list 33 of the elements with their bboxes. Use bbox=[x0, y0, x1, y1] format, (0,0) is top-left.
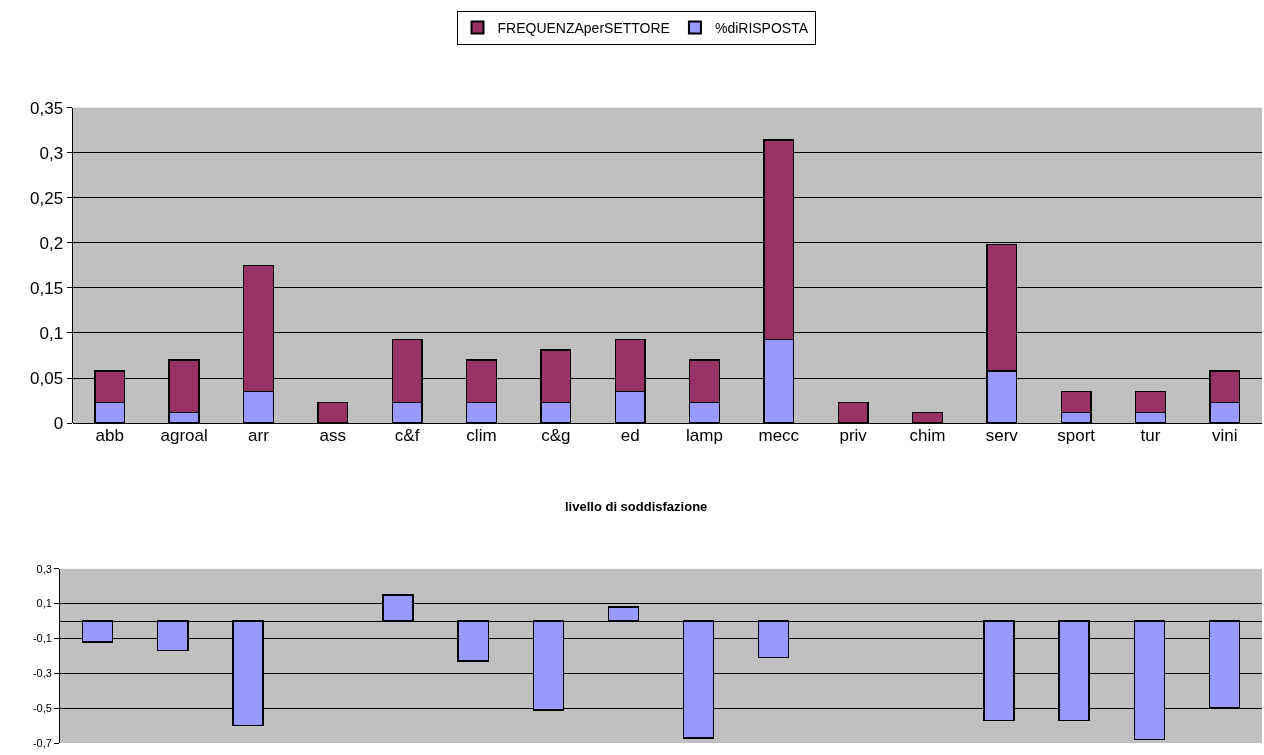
y-tick-label: 0,35 bbox=[30, 98, 64, 118]
x-tick-label: abb bbox=[95, 426, 124, 446]
x-tick-label: c&g bbox=[541, 426, 571, 446]
y-tick-label: 0 bbox=[53, 414, 64, 434]
x-tick-label: c&f bbox=[394, 426, 420, 446]
x-tick-label: ed bbox=[620, 426, 640, 446]
x-tick-label: tur bbox=[1140, 426, 1161, 446]
x-tick-label: chim bbox=[909, 426, 946, 446]
x-tick-label: sport bbox=[1057, 426, 1096, 446]
y-tick-label: 0,1 bbox=[36, 597, 52, 610]
y-tick-label: 0,3 bbox=[36, 562, 52, 575]
x-tick-label: ass bbox=[319, 426, 347, 446]
y-tick-label: 0,15 bbox=[30, 278, 64, 298]
x-tick-label: agroal bbox=[160, 426, 208, 446]
y-tick-label: 0,25 bbox=[30, 188, 64, 208]
y-tick-label: 0,3 bbox=[39, 143, 64, 163]
x-tick-label: clim bbox=[466, 426, 497, 446]
legend-label: %diRISPOSTA bbox=[714, 20, 809, 37]
y-tick-label: 0,05 bbox=[30, 368, 64, 388]
chart-title: livello di soddisfazione bbox=[565, 499, 708, 514]
y-tick-label: -0,1 bbox=[32, 632, 52, 645]
y-tick-label: -0,7 bbox=[32, 736, 52, 749]
y-tick-label: -0,5 bbox=[32, 702, 52, 714]
x-tick-label: vini bbox=[1212, 426, 1238, 446]
x-tick-label: serv bbox=[985, 426, 1019, 446]
x-tick-label: arr bbox=[248, 426, 270, 446]
legend-label: FREQUENZAperSETTORE bbox=[497, 20, 670, 37]
x-tick-label: mecc bbox=[758, 426, 800, 446]
x-tick-label: priv bbox=[839, 426, 868, 446]
y-tick-label: 0,2 bbox=[39, 233, 64, 253]
y-tick-label: -0,3 bbox=[32, 667, 52, 680]
y-tick-label: 0,1 bbox=[39, 323, 64, 343]
x-tick-label: lamp bbox=[686, 426, 723, 446]
